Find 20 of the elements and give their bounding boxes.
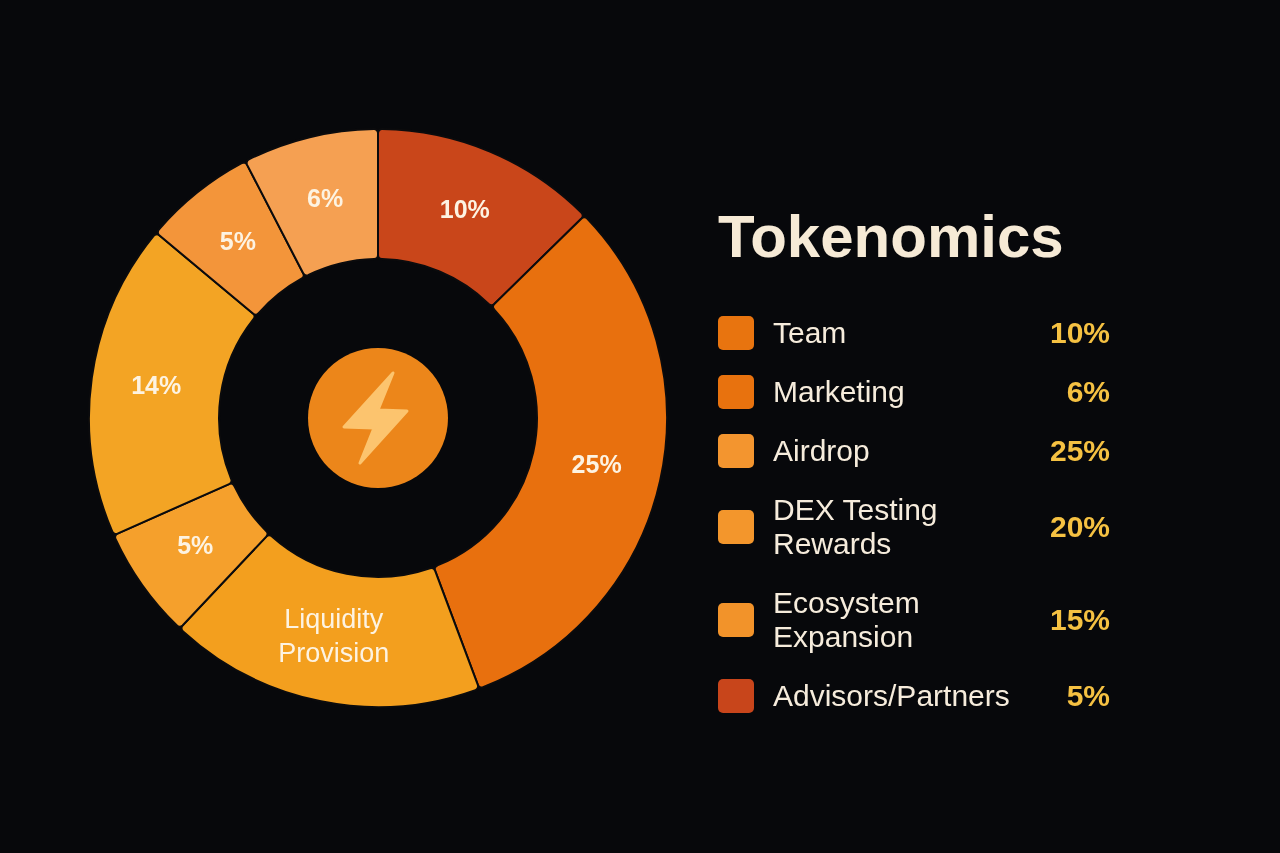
data-label: 6% xyxy=(306,184,344,213)
text: Tokenomics xyxy=(718,203,1065,271)
data-label: 25% xyxy=(571,450,622,479)
data-label: 5% xyxy=(177,531,214,560)
text: 10% xyxy=(1049,316,1110,349)
text: 6% xyxy=(1066,375,1110,408)
data-label: 5% xyxy=(219,227,256,256)
category-label: DEX Testing Rewards xyxy=(773,493,939,561)
data-label: 14% xyxy=(131,370,182,399)
text: 5% xyxy=(1066,679,1110,712)
text: 15% xyxy=(1049,603,1110,636)
slice-label: Liquidity Provision xyxy=(278,604,390,669)
category-label: Marketing xyxy=(773,375,906,409)
text: 25% xyxy=(1049,434,1110,467)
category-label: Advisors/Partners xyxy=(773,679,1011,713)
category-label: Team xyxy=(773,316,848,350)
category-label: Airdrop xyxy=(773,434,871,468)
category-label: Ecosystem Expansion xyxy=(773,586,921,654)
text: 20% xyxy=(1049,510,1110,543)
data-label: 10% xyxy=(439,195,490,224)
